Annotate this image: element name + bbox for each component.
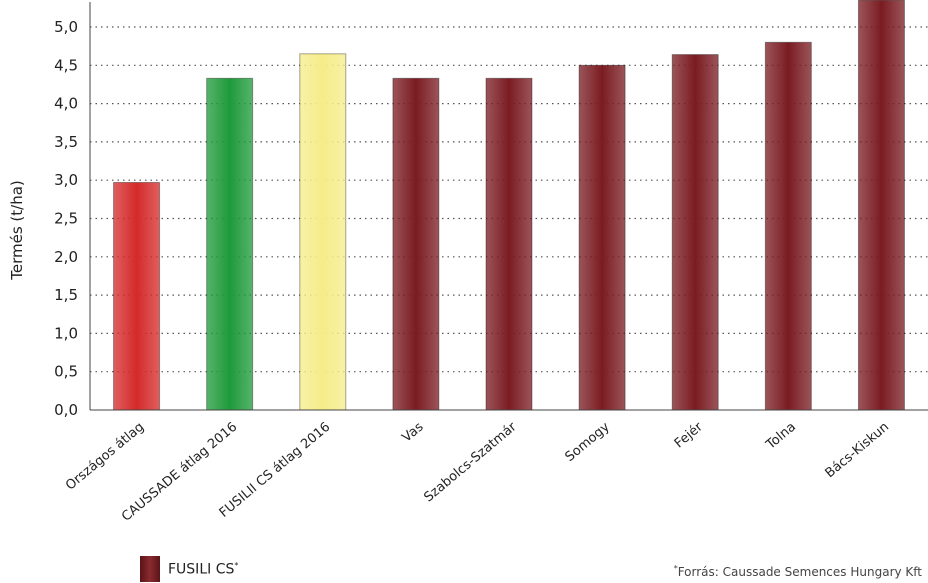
- y-tick-label: 1,0: [54, 324, 78, 342]
- y-tick-label: 4,5: [54, 56, 78, 74]
- y-tick-labels: 0,0 0,5 1,0 1,5 2,0 2,5 3,0 3,5 4,0 4,5 5,0: [54, 18, 78, 419]
- bar: [206, 77, 254, 411]
- bar: [485, 77, 533, 411]
- x-tick-label: Vas: [399, 419, 426, 445]
- y-tick-label: 2,0: [54, 248, 78, 266]
- x-tick-label: Tolna: [763, 420, 799, 454]
- y-tick-label: 3,5: [54, 133, 78, 151]
- y-tick-label: 0,5: [54, 363, 78, 381]
- legend-swatch: [140, 556, 160, 582]
- y-tick-label: 2,5: [54, 210, 78, 228]
- bar: [857, 0, 905, 411]
- y-tick-label: 4,0: [54, 95, 78, 113]
- bar: [578, 64, 626, 411]
- bar: [392, 77, 440, 411]
- bar: [113, 181, 161, 411]
- bar: [299, 53, 347, 411]
- source-note: *Forrás: Caussade Semences Hungary Kft: [673, 564, 922, 579]
- x-tick-label: Bács-Kiskun: [823, 420, 892, 482]
- x-tick-label: Országos átlag: [63, 420, 147, 494]
- x-tick-label: Somogy: [563, 419, 613, 465]
- x-tick-label: Fejér: [672, 419, 706, 451]
- y-axis-title: Termés (t/ha): [8, 180, 26, 281]
- legend: FUSILI CS*: [140, 556, 238, 582]
- y-tick-label: 3,0: [54, 171, 78, 189]
- bar: [671, 54, 719, 411]
- y-tick-label: 1,5: [54, 286, 78, 304]
- x-tick-label: Szabolcs-Szatmár: [421, 419, 520, 505]
- y-tick-label: 5,0: [54, 18, 78, 36]
- legend-label: FUSILI CS*: [168, 560, 239, 578]
- y-tick-label: 0,0: [54, 401, 78, 419]
- bar: [764, 41, 812, 411]
- bars: [113, 0, 905, 411]
